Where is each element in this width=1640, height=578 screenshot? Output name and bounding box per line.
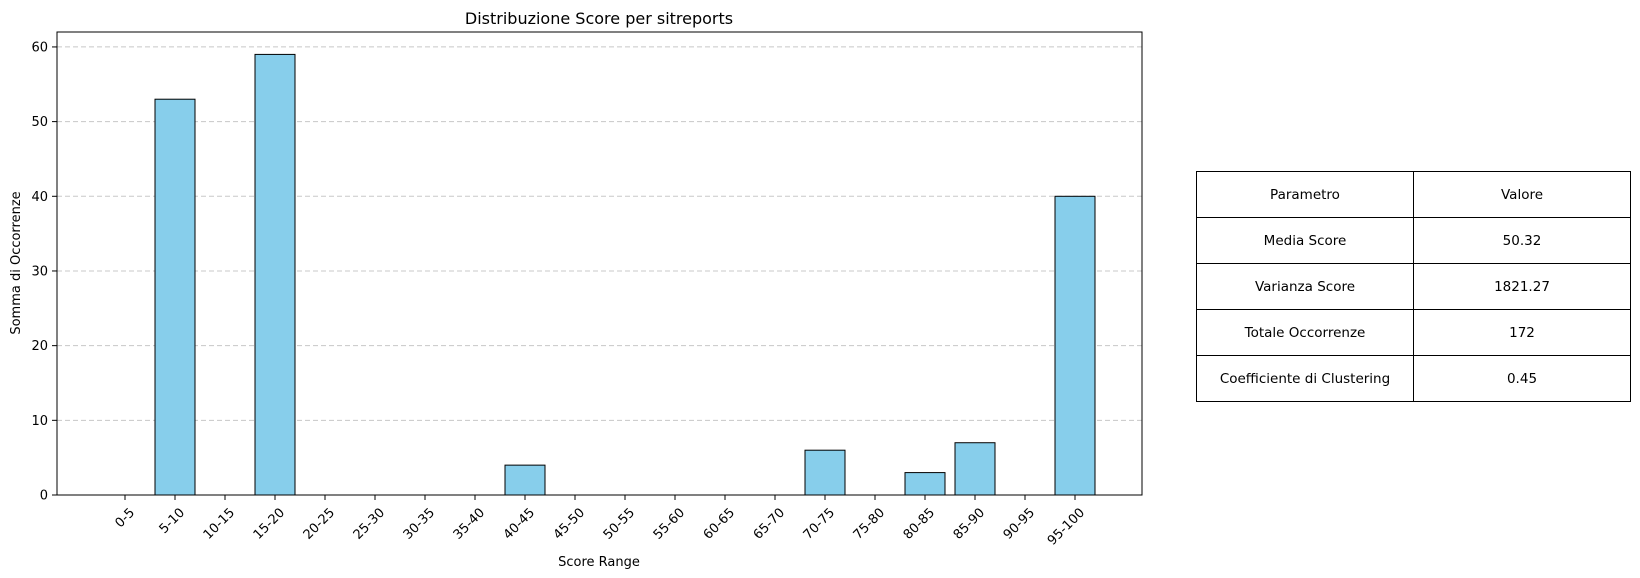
table-header-cell: Valore — [1413, 171, 1631, 218]
x-tick-label: 90-95 — [1001, 505, 1038, 542]
bar-15-20 — [254, 53, 296, 496]
table-header-cell: Parametro — [1196, 171, 1414, 218]
x-tick-label: 85-90 — [951, 505, 988, 542]
table-row: Coefficiente di Clustering 0.45 — [1196, 355, 1631, 402]
x-tick-label: 35-40 — [451, 505, 488, 542]
y-tick-label: 50 — [31, 115, 48, 130]
x-tick-label: 40-45 — [501, 505, 538, 542]
y-tick-label: 0 — [40, 489, 48, 504]
table-header-row: Parametro Valore — [1196, 171, 1631, 218]
x-tick-label: 95-100 — [1045, 505, 1088, 548]
plot-frame — [56, 31, 1143, 496]
x-tick-label: 30-35 — [401, 505, 438, 542]
x-tick-label: 75-80 — [851, 505, 888, 542]
table-cell-parameter: Media Score — [1196, 217, 1414, 264]
y-axis-label: Somma di Occorrenze — [9, 191, 24, 334]
table-cell-value: 0.45 — [1413, 355, 1631, 402]
table-row: Totale Occorrenze 172 — [1196, 309, 1631, 356]
y-tick-label: 30 — [31, 264, 48, 279]
table-cell-parameter: Varianza Score — [1196, 263, 1414, 310]
y-tick-label: 60 — [31, 40, 48, 55]
bar-5-10 — [154, 98, 196, 496]
bars — [154, 53, 1096, 496]
x-tick-label: 65-70 — [751, 505, 788, 542]
x-tick-label: 20-25 — [301, 505, 338, 542]
table-cell-value: 50.32 — [1413, 217, 1631, 264]
x-tick-label: 0-5 — [112, 505, 138, 531]
table-cell-parameter: Coefficiente di Clustering — [1196, 355, 1414, 402]
table-cell-value: 172 — [1413, 309, 1631, 356]
stats-table: Parametro Valore Media Score 50.32 Varia… — [1196, 171, 1631, 402]
bar-80-85 — [904, 472, 946, 496]
y-tick-label: 20 — [31, 339, 48, 354]
x-axis-label: Score Range — [558, 555, 640, 570]
y-tick-label: 10 — [31, 414, 48, 429]
table-row: Media Score 50.32 — [1196, 217, 1631, 264]
x-tick-label: 50-55 — [601, 505, 638, 542]
x-tick-label: 5-10 — [157, 505, 188, 536]
table-cell-value: 1821.27 — [1413, 263, 1631, 310]
x-tick-label: 10-15 — [201, 505, 238, 542]
table-cell-parameter: Totale Occorrenze — [1196, 309, 1414, 356]
chart-title: Distribuzione Score per sitreports — [465, 9, 733, 28]
x-tick-label: 80-85 — [901, 505, 938, 542]
bar-70-75 — [804, 449, 846, 496]
y-tick-label: 40 — [31, 190, 48, 205]
x-tick-label: 60-65 — [701, 505, 738, 542]
table-row: Varianza Score 1821.27 — [1196, 263, 1631, 310]
x-tick-label: 45-50 — [551, 505, 588, 542]
x-tick-label: 55-60 — [651, 505, 688, 542]
x-tick-label: 70-75 — [801, 505, 838, 542]
x-axis-ticks: 0-5 5-10 10-15 15-20 20-25 25-30 30-35 35-40 40-… — [112, 495, 1088, 549]
gridlines — [57, 46, 1142, 496]
x-tick-label: 25-30 — [351, 505, 388, 542]
bar-95-100 — [1054, 195, 1096, 496]
x-tick-label: 15-20 — [251, 505, 288, 542]
y-axis-ticks: 0 10 20 30 40 50 60 — [31, 40, 57, 504]
bar-85-90 — [954, 442, 996, 496]
bar-40-45 — [504, 464, 546, 496]
